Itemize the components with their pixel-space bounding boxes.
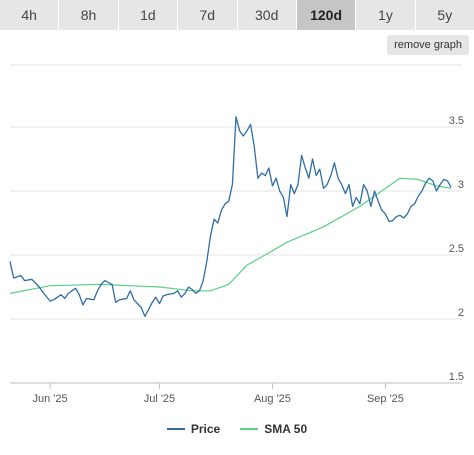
price-chart: 1.5 2 2.5 3 3.5 Jun '25 Jul '25 Aug '25 Sep '25 bbox=[9, 64, 464, 405]
y-tick-label: 3 bbox=[458, 179, 464, 191]
y-tick-label: 2 bbox=[458, 307, 464, 319]
tab-120d[interactable]: 120d bbox=[296, 0, 357, 30]
x-tick-label: Sep '25 bbox=[367, 393, 404, 405]
tab-4h[interactable]: 4h bbox=[0, 0, 60, 30]
x-tick-label: Jul '25 bbox=[144, 393, 175, 405]
y-tick-label: 1.5 bbox=[449, 371, 464, 383]
price-line bbox=[9, 116, 452, 318]
y-tick-label: 2.5 bbox=[449, 243, 464, 255]
range-tabs: 4h 8h 1d 7d 30d 120d 1y 5y bbox=[0, 0, 474, 30]
tab-7d[interactable]: 7d bbox=[178, 0, 238, 30]
legend-item-sma50[interactable]: SMA 50 bbox=[240, 422, 307, 436]
y-tick-label: 3.5 bbox=[449, 115, 464, 127]
sma50-line bbox=[9, 177, 452, 294]
legend-label-price: Price bbox=[190, 422, 221, 436]
remove-graph-button[interactable]: remove graph bbox=[387, 35, 469, 55]
legend: Price SMA 50 bbox=[0, 419, 474, 439]
tab-8h[interactable]: 8h bbox=[59, 0, 119, 30]
legend-swatch-price bbox=[166, 428, 185, 430]
legend-item-price[interactable]: Price bbox=[166, 422, 221, 436]
tab-30d[interactable]: 30d bbox=[237, 0, 297, 30]
x-tick-label: Aug '25 bbox=[254, 393, 291, 405]
tab-1d[interactable]: 1d bbox=[118, 0, 179, 30]
legend-label-sma50: SMA 50 bbox=[264, 422, 308, 436]
legend-swatch-sma50 bbox=[240, 428, 259, 430]
tab-1y[interactable]: 1y bbox=[356, 0, 416, 30]
x-tick-label: Jun '25 bbox=[33, 393, 68, 405]
tab-5y[interactable]: 5y bbox=[415, 0, 474, 30]
